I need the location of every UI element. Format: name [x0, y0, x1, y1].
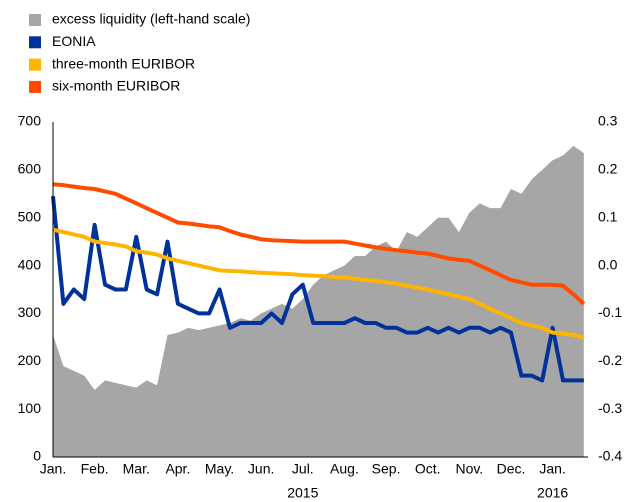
- legend-label: six-month EURIBOR: [52, 78, 180, 94]
- x-tick-label: Aug.: [330, 461, 359, 477]
- y-tick-label: 300: [18, 304, 42, 320]
- legend-swatch: [29, 80, 41, 93]
- y2-tick-label: 0.3: [598, 113, 618, 129]
- x-tick-label: Apr.: [165, 461, 190, 477]
- line: [52, 182, 586, 306]
- legend-swatch: [29, 36, 41, 49]
- x-tick-label: Feb.: [81, 461, 109, 477]
- y-tick-label: 0: [33, 448, 41, 464]
- y-tick-label: 600: [18, 161, 42, 177]
- y-tick-label: 400: [18, 256, 42, 272]
- line: [51, 195, 584, 383]
- y-tick-label: 700: [18, 113, 42, 129]
- year-label: 2015: [287, 485, 318, 501]
- x-tick-label: Dec.: [497, 461, 526, 477]
- x-tick-label: Oct.: [415, 461, 441, 477]
- legend-label: excess liquidity (left-hand scale): [52, 11, 250, 27]
- legend-swatch: [29, 58, 41, 71]
- line: [52, 227, 585, 340]
- y2-tick-label: -0.3: [598, 400, 622, 416]
- legend-label: three-month EURIBOR: [52, 55, 195, 71]
- x-tick-label: Jan.: [40, 461, 66, 477]
- y-tick-label: 500: [18, 208, 42, 224]
- x-tick-label: Jul.: [292, 461, 314, 477]
- legend-label: EONIA: [52, 33, 96, 49]
- area: [53, 145, 584, 457]
- y2-tick-label: 0.1: [598, 208, 618, 224]
- y2-tick-label: -0.2: [598, 352, 622, 368]
- x-tick-label: Sep.: [372, 461, 401, 477]
- year-label: 2016: [537, 485, 568, 501]
- x-tick-label: May.: [205, 461, 234, 477]
- legend-swatch: [29, 14, 41, 26]
- x-tick-label: Mar.: [123, 461, 150, 477]
- y-tick-label: 200: [18, 352, 42, 368]
- x-tick-label: Jan.: [539, 461, 565, 477]
- y2-tick-label: 0.0: [598, 256, 618, 272]
- y2-tick-label: -0.4: [598, 448, 622, 464]
- x-tick-label: Nov.: [455, 461, 483, 477]
- x-tick-label: Jun.: [248, 461, 274, 477]
- y2-tick-label: 0.2: [598, 161, 618, 177]
- y2-tick-label: -0.1: [598, 304, 622, 320]
- y-tick-label: 100: [18, 400, 42, 416]
